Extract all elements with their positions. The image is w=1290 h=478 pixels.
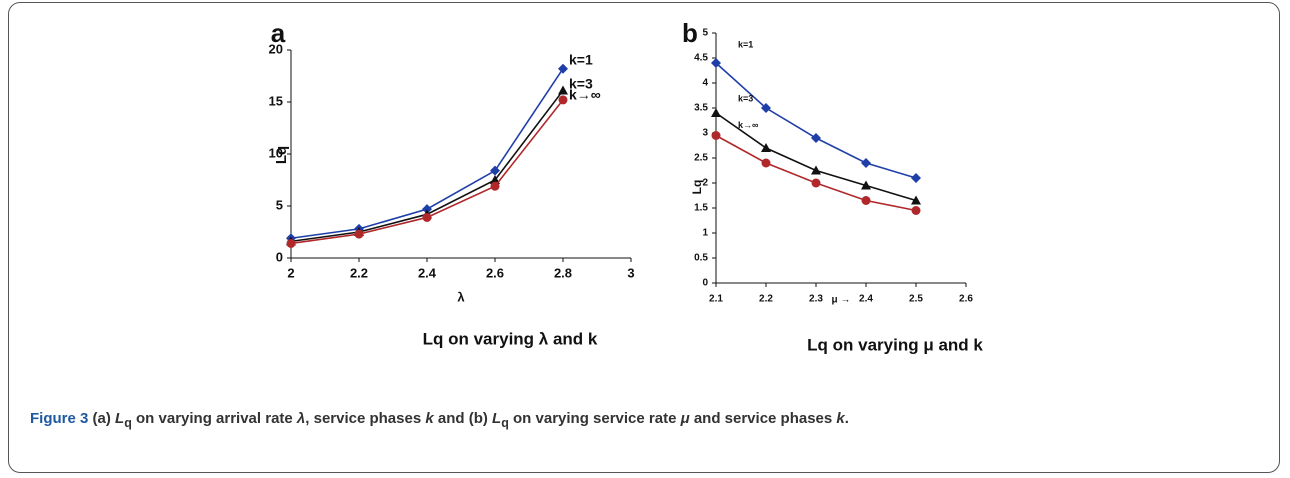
caption-text: and service phases: [689, 410, 837, 427]
marker: [490, 181, 500, 191]
marker: [558, 95, 568, 105]
y-axis-label: Lq: [273, 146, 290, 164]
marker: [861, 180, 871, 190]
marker: [911, 195, 921, 205]
caption-text: .: [844, 410, 849, 427]
x-tick-label: 2.2: [350, 265, 368, 280]
x-tick-label: 2.4: [859, 294, 873, 305]
caption-text: on varying service rate: [508, 410, 681, 427]
y-axis-label: Lq: [690, 180, 704, 195]
x-tick-label: 2.5: [909, 294, 923, 305]
caption-text: λ: [296, 410, 306, 427]
marker: [911, 206, 921, 215]
y-tick-label: 0.5: [694, 253, 708, 264]
marker: [861, 196, 871, 205]
caption-text: L: [115, 410, 125, 427]
panel-label: b: [682, 18, 698, 48]
caption: Figure 3 (a) Lq on varying arrival rate …: [30, 410, 849, 430]
y-tick-label: 2.5: [694, 153, 708, 164]
marker: [558, 63, 568, 74]
x-tick-label: 3: [627, 265, 634, 280]
x-tick-label: 2.6: [486, 265, 504, 280]
series-label: k=3: [738, 93, 753, 103]
series-label: k=1: [569, 51, 593, 67]
y-tick-label: 20: [269, 41, 283, 56]
y-tick-label: 4.5: [694, 53, 708, 64]
y-tick-label: 0: [276, 249, 283, 264]
y-tick-label: 0: [702, 278, 708, 289]
x-tick-label: 2.3: [809, 294, 823, 305]
caption-label: Figure 3: [30, 410, 89, 427]
x-tick-label: 2.6: [959, 294, 973, 305]
x-tick-label: 2.4: [418, 265, 437, 280]
x-tick-label: 2: [287, 265, 294, 280]
caption-text: k: [425, 410, 434, 427]
series-label: k=3: [569, 75, 593, 91]
marker: [811, 165, 821, 175]
caption-text: L: [492, 410, 502, 427]
caption-text: q: [124, 416, 132, 430]
y-tick-label: 5: [702, 28, 708, 39]
marker: [811, 178, 821, 188]
marker: [811, 133, 821, 143]
caption-text: (a): [92, 410, 116, 427]
y-tick-label: 2: [702, 178, 708, 189]
marker: [490, 165, 500, 176]
marker: [490, 175, 500, 184]
chart-title: Lq on varying λ and k: [423, 329, 598, 348]
x-tick-label: 2.2: [759, 294, 773, 305]
marker: [711, 58, 721, 68]
chart-title: Lq on varying μ and k: [807, 335, 983, 354]
marker: [558, 85, 568, 95]
y-tick-label: 5: [276, 197, 283, 212]
marker: [761, 158, 771, 168]
x-axis-label: μ →: [832, 295, 851, 306]
y-tick-label: 15: [269, 93, 283, 108]
series-label: k=1: [738, 39, 753, 49]
marker: [354, 229, 364, 239]
caption-text: on varying arrival rate: [131, 410, 297, 427]
caption-text: and (b): [433, 410, 493, 427]
marker: [761, 143, 771, 152]
x-axis-label: λ: [457, 289, 465, 304]
caption-text: μ: [680, 410, 690, 427]
y-tick-label: 1.5: [694, 203, 708, 214]
y-tick-label: 1: [702, 228, 708, 239]
y-tick-label: 3: [702, 128, 708, 139]
x-tick-label: 2.8: [554, 265, 572, 280]
marker: [711, 131, 721, 140]
series-label: k→∞: [569, 87, 601, 103]
marker: [861, 158, 871, 168]
marker: [911, 173, 921, 183]
panel-label: a: [271, 18, 286, 48]
marker: [422, 212, 432, 222]
marker: [761, 103, 771, 113]
x-tick-label: 2.1: [709, 294, 723, 305]
y-tick-label: 3.5: [694, 103, 708, 114]
marker: [711, 108, 721, 117]
series-label: k→∞: [738, 120, 759, 130]
figure-frame: [8, 2, 1280, 473]
y-tick-label: 4: [702, 78, 708, 89]
caption-text: , service phases: [305, 410, 426, 427]
caption-text: k: [836, 410, 845, 427]
caption-text: q: [501, 416, 509, 430]
y-tick-label: 10: [269, 145, 283, 160]
marker: [286, 238, 296, 248]
marker: [422, 204, 432, 215]
